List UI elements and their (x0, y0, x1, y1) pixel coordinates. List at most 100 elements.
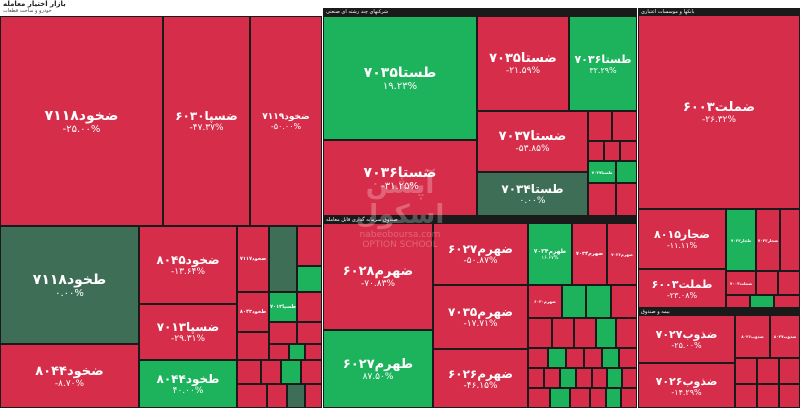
tile-small[interactable] (550, 388, 570, 408)
tile-t36[interactable]: ضذوب۸۰۲۶ (735, 315, 770, 358)
tile-t24[interactable]: ضهرم۶۰۲۶ -۴۶.۱۵% (433, 349, 528, 408)
tile-t25[interactable]: طهرم۷۰۳۴ ۱۶.۶۷% (528, 223, 572, 285)
tile-small[interactable] (616, 318, 637, 348)
tile-t10[interactable]: ضستا۷۰۳۵ -۲۱.۵۹% (477, 16, 569, 111)
tile-small[interactable] (588, 183, 616, 216)
tile-small[interactable] (779, 358, 800, 384)
tile-small[interactable] (552, 318, 574, 348)
tile-t05[interactable]: ضخود۸۰۴۵ -۱۳.۶۴% (139, 226, 237, 304)
tile-t28[interactable]: ضهرم۶۰۳۰ (528, 285, 562, 318)
tile-small[interactable] (620, 141, 637, 161)
tile-t15[interactable]: ضملت۶۰۰۳ -۲۶.۳۲% (638, 15, 800, 209)
tile-small[interactable] (548, 348, 566, 368)
tile-small[interactable] (237, 384, 267, 408)
tile-small[interactable] (576, 368, 592, 388)
tile-small[interactable] (297, 292, 322, 322)
tile-small[interactable] (780, 209, 800, 271)
tile-t22[interactable]: ضهرم۷۰۳۵ -۱۷.۷۱% (433, 285, 528, 349)
tile-small[interactable] (726, 295, 750, 308)
tile-small[interactable] (735, 384, 757, 408)
tile-t09[interactable]: طستا۷۰۳۵ ۱۹.۲۳% (323, 16, 477, 140)
tile-t06[interactable]: ضسپا۷۰۱۳ -۲۹.۳۱% (139, 304, 237, 360)
tile-t17[interactable]: طملت۶۰۰۳ -۲۳.۰۸% (638, 269, 726, 308)
tile-t01[interactable]: ضخود۷۱۱۸ -۲۵.۰۰% (0, 16, 163, 226)
tile-t29[interactable]: طستا۷۰۳۷ (588, 161, 616, 183)
tile-small[interactable] (612, 111, 637, 141)
tile-t31[interactable]: ضملت۷۰۰۳ (726, 271, 756, 295)
tile-small[interactable] (757, 358, 779, 384)
tile-small[interactable] (621, 388, 637, 408)
tile-small[interactable] (261, 360, 281, 384)
tile-small[interactable] (301, 360, 322, 384)
tile-t14[interactable]: طستا۷۰۳۴ ۰.۰۰% (477, 172, 588, 216)
tile-small[interactable] (588, 141, 604, 161)
tile-t11[interactable]: طستا۷۰۳۶ ۳۲.۲۹% (569, 16, 637, 111)
tile-small[interactable] (267, 384, 287, 408)
tile-small[interactable] (237, 332, 269, 360)
tile-small[interactable] (562, 285, 586, 318)
tile-small[interactable] (528, 388, 550, 408)
tile-small[interactable] (588, 111, 612, 141)
tile-t19[interactable]: ضذوب۷۰۲۶ -۱۴.۲۹% (638, 363, 735, 408)
tile-small[interactable] (611, 285, 637, 318)
tile-small[interactable] (607, 368, 622, 388)
tile-small[interactable] (606, 388, 621, 408)
tile-t23[interactable]: طهرم۶۰۲۷ ۸۷.۵۰% (323, 330, 433, 408)
tile-small[interactable] (528, 348, 548, 368)
tile-t13[interactable]: ضستا۷۰۳۷ -۵۳.۸۵% (477, 111, 588, 172)
tile-small[interactable] (297, 266, 322, 292)
tile-small[interactable] (757, 384, 779, 408)
tile-t04[interactable]: طخود۷۱۱۸ ۰.۰۰% (0, 226, 139, 344)
tile-t02[interactable]: ضسپا۶۰۳۰ -۴۷.۳۷% (163, 16, 250, 226)
tile-small[interactable] (586, 285, 611, 318)
tile-small[interactable] (619, 348, 637, 368)
tile-t34[interactable]: طخود۸۰۴۳ (237, 292, 269, 332)
tile-small[interactable] (305, 344, 322, 360)
tile-t07[interactable]: ضخود۸۰۴۴ -۸.۷۰% (0, 344, 139, 408)
tile-t16[interactable]: ضجار۸۰۱۵ -۱۱.۱۱% (638, 209, 726, 269)
tile-small[interactable] (602, 348, 619, 368)
tile-small[interactable] (289, 344, 305, 360)
tile-t21[interactable]: ضهرم۶۰۲۷ -۵۰.۸۷% (433, 223, 528, 285)
tile-small[interactable] (570, 388, 590, 408)
tile-small[interactable] (566, 348, 584, 368)
tile-t03[interactable]: ضخود۷۱۱۹ -۵۰.۰۰% (250, 16, 322, 226)
tile-small[interactable] (544, 368, 560, 388)
tile-small[interactable] (269, 226, 297, 292)
tile-t12[interactable]: ضستا۷۰۳۶ -۳۱.۲۵% (323, 140, 477, 216)
tile-t18[interactable]: ضذوب۷۰۲۷ -۲۵.۰۰% (638, 315, 735, 363)
tile-small[interactable] (779, 384, 800, 408)
tile-small[interactable] (287, 384, 305, 408)
tile-small[interactable] (528, 318, 552, 348)
tile-small[interactable] (592, 368, 607, 388)
tile-small[interactable] (616, 183, 637, 216)
tile-small[interactable] (756, 271, 778, 295)
tile-t33[interactable]: ضخود۷۱۱۷ (237, 226, 269, 292)
tile-t30[interactable]: ضجار۷۰۲۲ (756, 209, 780, 271)
tile-small[interactable] (735, 358, 757, 384)
tile-small[interactable] (297, 322, 322, 344)
tile-t32[interactable]: طجار۷۰۲۲ (726, 209, 756, 271)
tile-small[interactable] (269, 322, 297, 344)
tile-t26[interactable]: ضهرم۷۰۳۴ (572, 223, 607, 285)
tile-t08[interactable]: طخود۸۰۴۴ ۴۰.۰۰% (139, 360, 237, 408)
tile-small[interactable] (596, 318, 616, 348)
tile-small[interactable] (590, 388, 606, 408)
tile-small[interactable] (574, 318, 596, 348)
tile-small[interactable] (269, 344, 289, 360)
tile-t27[interactable]: ضهرم۷۰۳۶ (607, 223, 637, 285)
tile-small[interactable] (616, 161, 637, 183)
tile-small[interactable] (774, 295, 800, 308)
tile-small[interactable] (778, 271, 800, 295)
tile-small[interactable] (750, 295, 774, 308)
tile-small[interactable] (622, 368, 637, 388)
tile-small[interactable] (604, 141, 620, 161)
tile-t37[interactable]: ضذوب۸۰۲۷ (770, 315, 800, 358)
tile-small[interactable] (305, 384, 322, 408)
tile-small[interactable] (528, 368, 544, 388)
tile-small[interactable] (237, 360, 261, 384)
tile-small[interactable] (560, 368, 576, 388)
tile-small[interactable] (584, 348, 602, 368)
tile-t35[interactable]: طسپا۷۰۱۳ (269, 292, 297, 322)
tile-t20[interactable]: ضهرم۶۰۲۸ -۷۰.۸۳% (323, 223, 433, 330)
